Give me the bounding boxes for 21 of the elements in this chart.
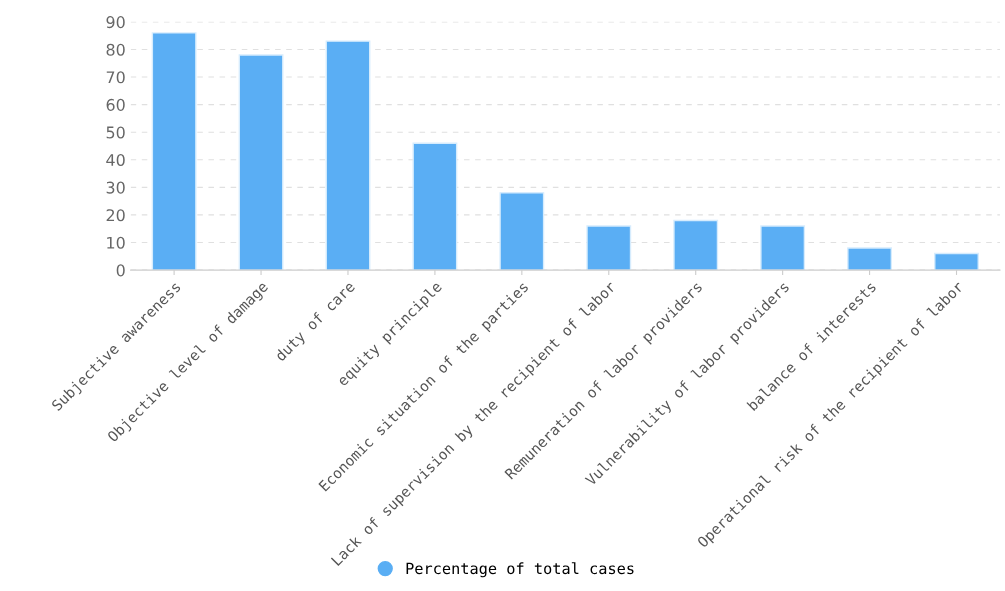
y-tick-label: 80 <box>106 43 125 56</box>
y-tick-label: 30 <box>106 181 125 194</box>
bar <box>238 54 284 271</box>
legend-label: Percentage of total cases <box>406 562 634 578</box>
y-tick-label: 50 <box>106 126 125 139</box>
y-tick-label: 20 <box>106 209 125 222</box>
y-tick-label: 90 <box>106 16 125 29</box>
bar <box>760 225 806 271</box>
y-tick-label: 60 <box>106 98 125 111</box>
bar <box>325 40 371 271</box>
bar <box>412 142 458 271</box>
y-tick-label: 0 <box>116 264 125 277</box>
y-tick-label: 10 <box>107 236 125 249</box>
bar <box>499 192 545 271</box>
bar <box>151 32 197 271</box>
y-tick-label: 70 <box>106 71 125 84</box>
bar <box>847 247 893 271</box>
y-tick-label: 40 <box>106 153 125 167</box>
bar <box>673 219 719 271</box>
bar <box>934 252 979 271</box>
bar <box>586 225 632 271</box>
